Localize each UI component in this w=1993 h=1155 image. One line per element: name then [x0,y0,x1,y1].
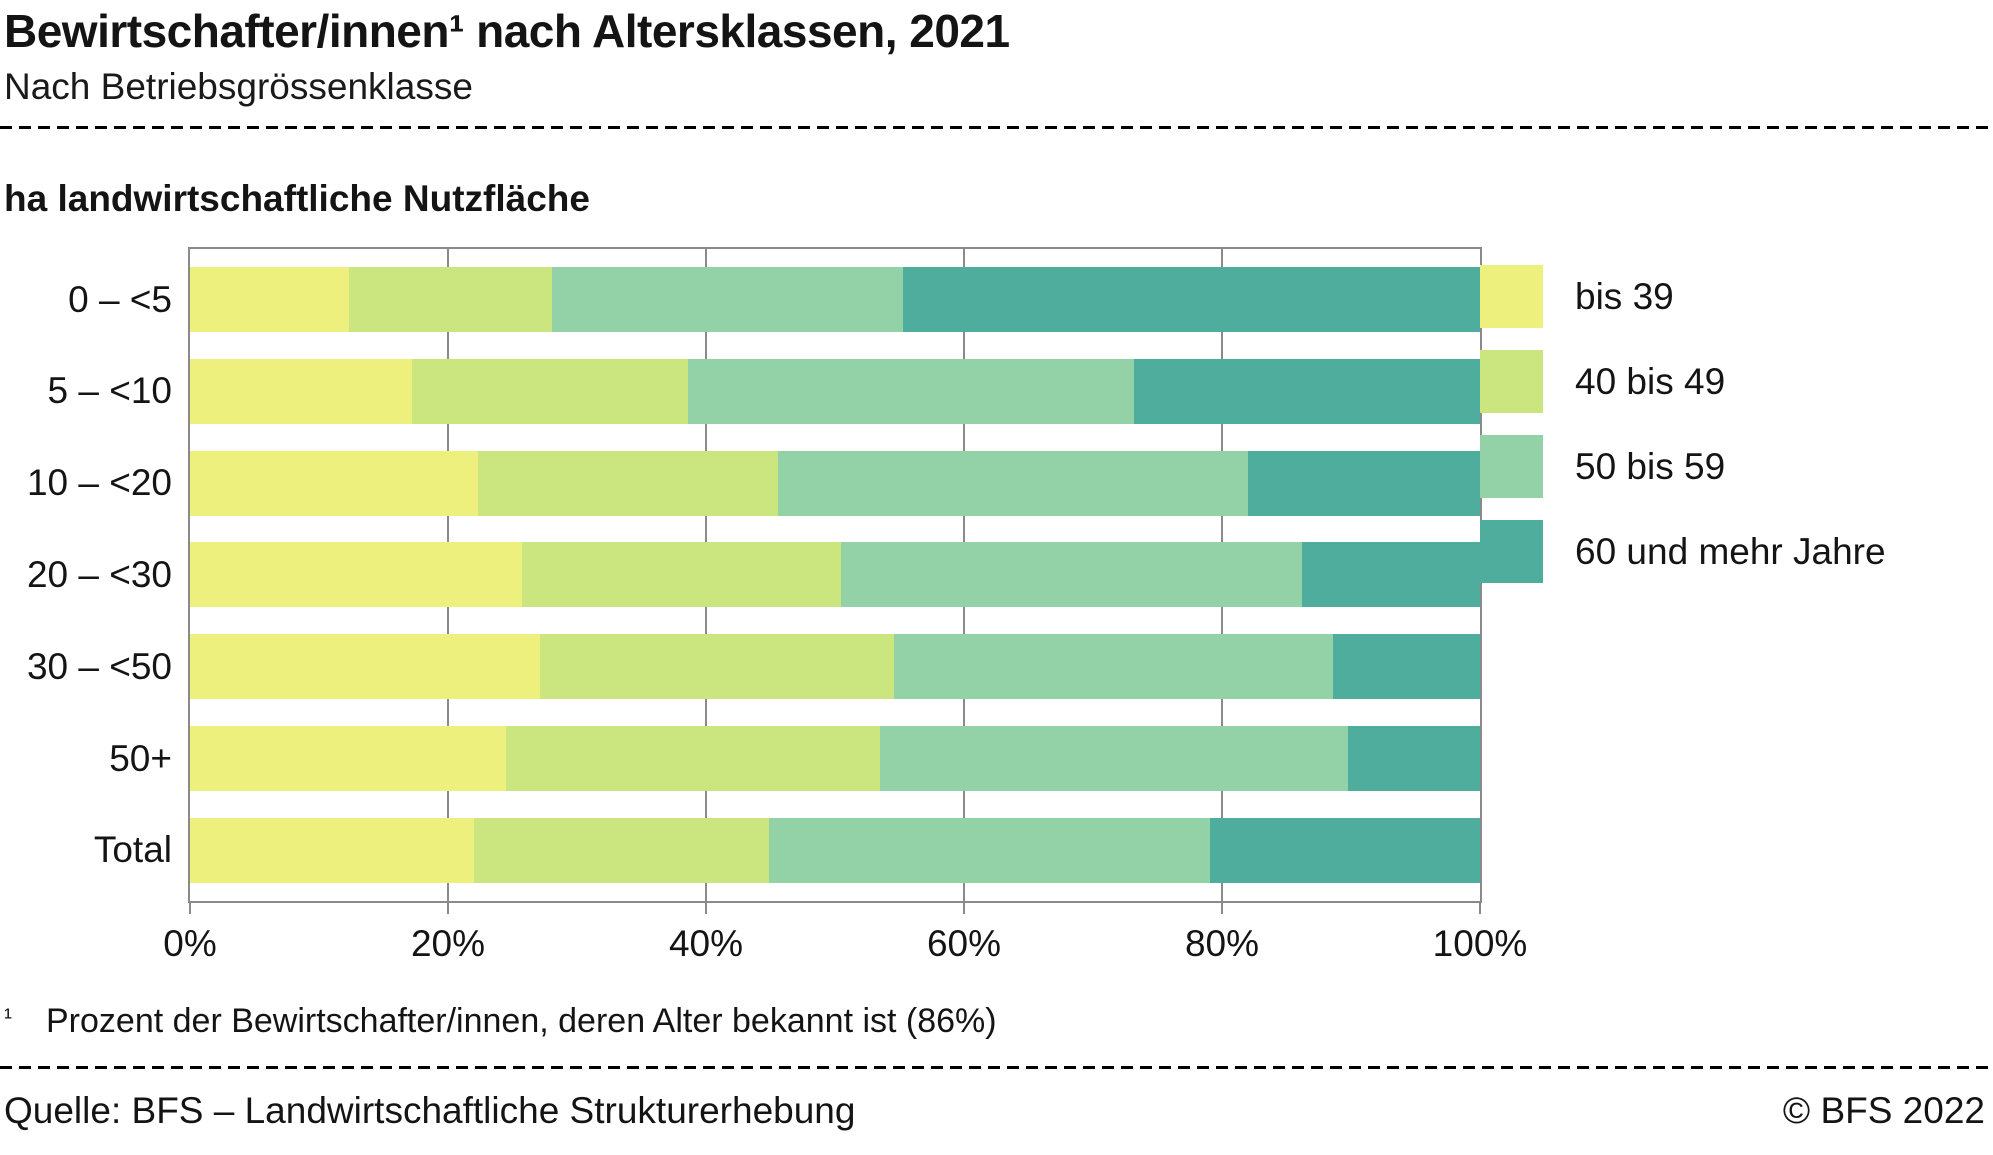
legend-swatch [1480,435,1543,498]
bar-segment-40-bis-49 [506,726,881,792]
bar-segment-50-bis-59 [880,726,1349,792]
footnote: ¹ Prozent der Bewirtschafter/innen, dere… [4,1002,997,1041]
bar-row [190,817,1480,883]
x-tick [1221,901,1223,914]
bar-segment-60-und-mehr-jahre [1301,542,1480,608]
x-tick-label: 20% [410,923,486,964]
bar-segment-60-und-mehr-jahre [1134,358,1480,424]
bar-row [190,726,1480,792]
legend-label: bis 39 [1575,275,1674,317]
chart-axis-title: ha landwirtschaftliche Nutzfläche [4,178,590,219]
source-text: Quelle: BFS – Landwirtschaftliche Strukt… [4,1090,856,1131]
category-labels: 0 – <5 5 – <10 10 – <20 20 – <30 30 – <50 50+… [0,249,172,901]
category-label: 0 – <5 [68,278,172,320]
bar-segment-bis-39 [190,358,412,424]
bar-row [190,267,1480,332]
legend-item: bis 39 [1480,265,1886,328]
legend: bis 39 40 bis 49 50 bis 59 60 und mehr Jahr… [1480,265,1886,605]
bottom-divider [0,1066,1993,1069]
x-tick-label: 100% [1432,923,1528,964]
bar-segment-40-bis-49 [411,358,688,424]
x-tick [189,901,191,914]
legend-label: 40 bis 49 [1575,360,1726,402]
bar-segment-60-und-mehr-jahre [1247,450,1480,516]
category-label: 30 – <50 [26,645,172,687]
footnote-marker: ¹ [4,1004,12,1031]
bar-segment-40-bis-49 [473,817,770,883]
footnote-text: Prozent der Bewirtschafter/innen, deren … [46,1002,997,1040]
page-subtitle: Nach Betriebsgrössenklasse [4,66,473,107]
legend-swatch [1480,265,1543,328]
bar-segment-50-bis-59 [778,450,1248,516]
x-tick [963,901,965,914]
bar-segment-50-bis-59 [769,817,1211,883]
copyright-text: © BFS 2022 [1782,1090,1985,1131]
bar-segment-bis-39 [190,817,474,883]
bar-segment-50-bis-59 [841,542,1302,608]
top-divider [0,126,1993,129]
page-title: Bewirtschafter/innen¹ nach Altersklassen… [4,5,1010,57]
bar-segment-bis-39 [190,267,349,332]
x-tick-label: 60% [926,923,1002,964]
bar-segment-60-und-mehr-jahre [1332,634,1480,700]
x-tick [705,901,707,914]
bar-segment-50-bis-59 [894,634,1333,700]
category-label: 10 – <20 [26,462,172,504]
bar-segment-40-bis-49 [348,267,553,332]
legend-swatch [1480,350,1543,413]
legend-item: 50 bis 59 [1480,435,1886,498]
x-tick [1479,901,1481,914]
category-label: 20 – <30 [26,553,172,595]
legend-item: 40 bis 49 [1480,350,1886,413]
bar-segment-50-bis-59 [552,267,904,332]
bar-row [190,358,1480,424]
legend-item: 60 und mehr Jahre [1480,520,1886,583]
x-tick-label: 80% [1184,923,1260,964]
bar-row [190,450,1480,516]
bar-segment-50-bis-59 [687,358,1135,424]
x-tick-label: 0% [163,923,217,964]
bar-segment-60-und-mehr-jahre [1210,817,1480,883]
bar-rows [190,249,1480,901]
bar-row [190,542,1480,608]
bar-segment-40-bis-49 [539,634,895,700]
bar-segment-40-bis-49 [521,542,842,608]
footer: Quelle: BFS – Landwirtschaftliche Strukt… [4,1090,1985,1132]
bar-segment-60-und-mehr-jahre [1348,726,1480,792]
bar-segment-60-und-mehr-jahre [903,267,1480,332]
legend-label: 60 und mehr Jahre [1575,530,1886,572]
x-tick [447,901,449,914]
x-tick-label: 40% [668,923,744,964]
bar-segment-bis-39 [190,726,507,792]
category-label: 50+ [109,737,172,779]
category-label: Total [93,829,172,871]
bar-segment-bis-39 [190,450,478,516]
bar-segment-bis-39 [190,542,522,608]
bar-segment-bis-39 [190,634,540,700]
bar-segment-40-bis-49 [477,450,779,516]
category-label: 5 – <10 [47,370,172,412]
bar-chart-plot: 0 – <5 5 – <10 10 – <20 20 – <30 30 – <50 50+… [27,247,1527,964]
legend-label: 50 bis 59 [1575,445,1726,487]
legend-swatch [1480,520,1543,583]
bar-row [190,634,1480,700]
